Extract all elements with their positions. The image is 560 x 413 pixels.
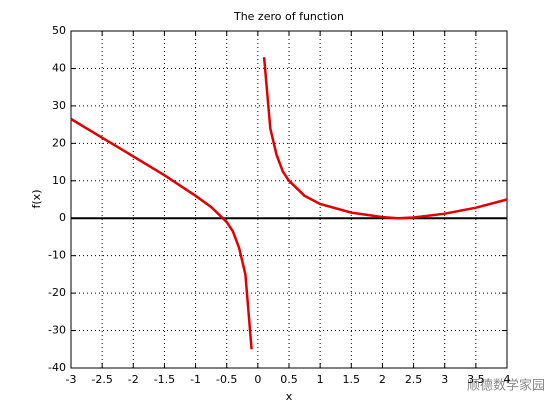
function-curve: [262, 57, 508, 220]
y-tick-label: 10: [52, 174, 66, 187]
x-tick-label: 4: [504, 373, 511, 386]
x-tick-label: 3: [441, 373, 448, 386]
x-tick-label: 3.5: [467, 373, 485, 386]
chart-title: The zero of function: [233, 10, 344, 23]
x-tick-label: -2: [128, 373, 139, 386]
y-tick-label: 0: [59, 211, 66, 224]
y-tick-label: 50: [52, 24, 66, 37]
y-tick-label: 40: [52, 61, 66, 74]
y-axis-label: f(x): [30, 190, 43, 209]
x-tick-label: -0.5: [216, 373, 237, 386]
y-tick-label: -10: [48, 249, 66, 262]
x-tick-label: 2.5: [405, 373, 423, 386]
watermark: 顺德数学家园: [467, 378, 545, 394]
y-tick-label: -40: [48, 361, 66, 374]
function-curve: [70, 117, 253, 350]
y-tick-label: 30: [52, 99, 66, 112]
y-tick-label: -20: [48, 286, 66, 299]
x-tick-label: 2: [379, 373, 386, 386]
x-tick-label: -1: [190, 373, 201, 386]
x-tick-label: 0: [254, 373, 261, 386]
y-tick-label: -30: [48, 324, 66, 337]
x-tick-label: 1: [317, 373, 324, 386]
x-tick-label: 1.5: [343, 373, 361, 386]
y-tick-label: 20: [52, 136, 66, 149]
x-tick-label: 0.5: [280, 373, 298, 386]
x-tick-label: -1.5: [154, 373, 175, 386]
x-tick-label: -3: [66, 373, 77, 386]
x-tick-label: -2.5: [91, 373, 112, 386]
x-axis-label: x: [286, 390, 293, 403]
